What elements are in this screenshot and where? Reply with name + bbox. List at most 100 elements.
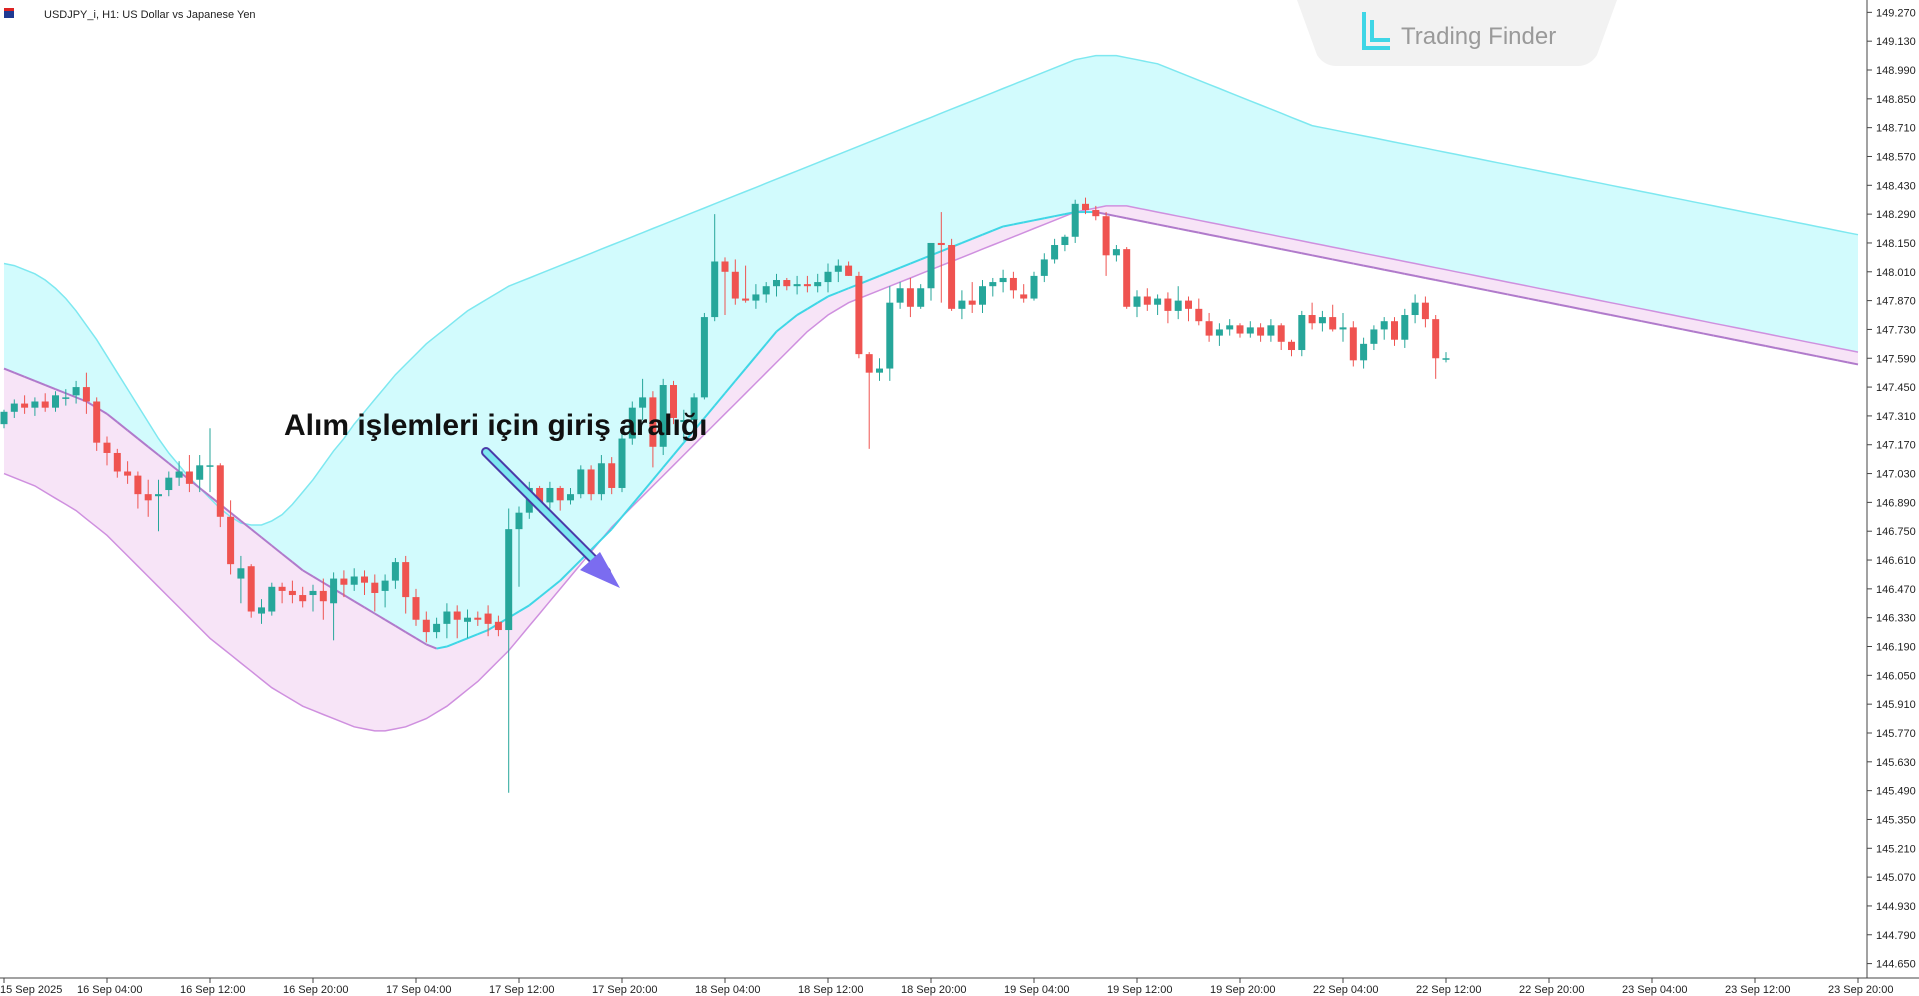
candle-body xyxy=(937,242,945,246)
middle-band-segment xyxy=(961,237,973,244)
candle xyxy=(62,389,70,406)
y-tick-label: 146.890 xyxy=(1876,497,1916,509)
candle-body xyxy=(1308,315,1316,324)
candle xyxy=(515,506,523,587)
candle-body xyxy=(896,288,904,303)
candle xyxy=(752,284,760,309)
candle-body xyxy=(968,300,976,305)
candle xyxy=(124,461,132,484)
y-tick-label: 147.730 xyxy=(1876,324,1916,336)
candle xyxy=(402,555,410,614)
candle-body xyxy=(793,284,801,287)
upper-band-fill xyxy=(4,55,1858,649)
middle-band-segment xyxy=(229,511,242,522)
y-tick-label: 146.470 xyxy=(1876,584,1916,596)
candle xyxy=(113,448,121,478)
candle-body xyxy=(247,566,255,612)
chart-type-icon xyxy=(4,8,14,18)
candle-body xyxy=(999,277,1007,283)
y-tick-label: 147.030 xyxy=(1876,469,1916,481)
x-tick-label: 23 Sep 20:00 xyxy=(1828,984,1893,996)
candle xyxy=(670,380,677,425)
y-tick-label: 148.570 xyxy=(1876,151,1916,163)
candle xyxy=(556,485,564,511)
entry-annotation: Alım işlemleri için giriş aralığı xyxy=(284,409,708,588)
middle-band-segment xyxy=(992,225,1004,232)
candle-body xyxy=(1267,325,1275,336)
middle-band-segment xyxy=(1445,281,1457,286)
candle-body xyxy=(330,578,338,604)
middle-band-segment xyxy=(425,643,437,650)
middle-band-segment xyxy=(879,270,891,277)
x-tick-label: 18 Sep 20:00 xyxy=(901,984,966,996)
candle xyxy=(196,455,204,493)
candle xyxy=(1288,339,1295,357)
candle-body xyxy=(927,242,935,289)
annotation-text: Alım işlemleri için giriş aralığı xyxy=(284,409,708,442)
candle-body xyxy=(62,397,70,399)
candle xyxy=(41,393,49,412)
candle xyxy=(299,586,307,608)
x-tick-label: 22 Sep 20:00 xyxy=(1519,984,1584,996)
middle-band-segment xyxy=(755,343,767,357)
middle-band-segment xyxy=(1785,349,1797,354)
candle xyxy=(700,312,708,400)
candle xyxy=(0,409,8,429)
middle-band-segment xyxy=(446,641,458,648)
candle-body xyxy=(865,354,873,373)
candle xyxy=(1185,296,1192,322)
y-tick-label: 144.930 xyxy=(1876,901,1916,913)
candle xyxy=(72,380,80,404)
candle-body xyxy=(453,611,461,620)
candle-body xyxy=(10,403,18,412)
candle-body xyxy=(1318,317,1326,324)
y-tick-label: 148.710 xyxy=(1876,123,1916,135)
middle-band-segment xyxy=(1002,223,1014,228)
candle xyxy=(1380,317,1388,340)
middle-band-segment xyxy=(868,274,880,281)
candle xyxy=(206,428,214,493)
candle-body xyxy=(1164,298,1172,311)
x-tick-label: 15 Sep 2025 xyxy=(0,984,62,996)
x-tick-label: 23 Sep 04:00 xyxy=(1622,984,1687,996)
candle-body xyxy=(1411,302,1419,316)
middle-band-segment xyxy=(528,596,541,607)
middle-band-segment xyxy=(817,295,829,304)
candle xyxy=(165,471,173,497)
candle xyxy=(876,358,883,381)
candle-body xyxy=(0,411,8,425)
candle xyxy=(1226,319,1234,336)
middle-band-segment xyxy=(1497,291,1508,296)
candle xyxy=(597,455,605,501)
candle xyxy=(1246,321,1254,338)
candle xyxy=(834,259,842,283)
middle-band-segment xyxy=(312,575,324,584)
candle xyxy=(917,284,925,309)
candle xyxy=(268,582,276,616)
x-tick-label: 16 Sep 12:00 xyxy=(180,984,245,996)
middle-band-segment xyxy=(1672,326,1684,331)
y-tick-label: 148.010 xyxy=(1876,267,1916,279)
candle xyxy=(948,238,956,311)
candle-body xyxy=(906,288,914,307)
candle-body xyxy=(361,576,368,583)
x-tick-label: 22 Sep 04:00 xyxy=(1313,984,1378,996)
candle xyxy=(1195,298,1203,326)
middle-band-segment xyxy=(982,229,994,236)
candle xyxy=(93,397,101,451)
candle-body xyxy=(227,516,235,565)
candle xyxy=(1421,296,1429,328)
middle-band-segment xyxy=(467,633,479,640)
middle-band-segment xyxy=(271,544,283,555)
middle-band-segment xyxy=(1559,303,1570,308)
middle-band-segment xyxy=(1054,213,1066,218)
middle-band-segment xyxy=(1837,359,1848,364)
candle-body xyxy=(1360,343,1368,361)
y-tick-label: 146.190 xyxy=(1876,642,1916,654)
candle-body xyxy=(1009,277,1017,291)
middle-band-segment xyxy=(744,355,757,370)
candle-body xyxy=(288,590,296,596)
candle-body xyxy=(670,385,677,418)
middle-band-segment xyxy=(302,569,314,578)
